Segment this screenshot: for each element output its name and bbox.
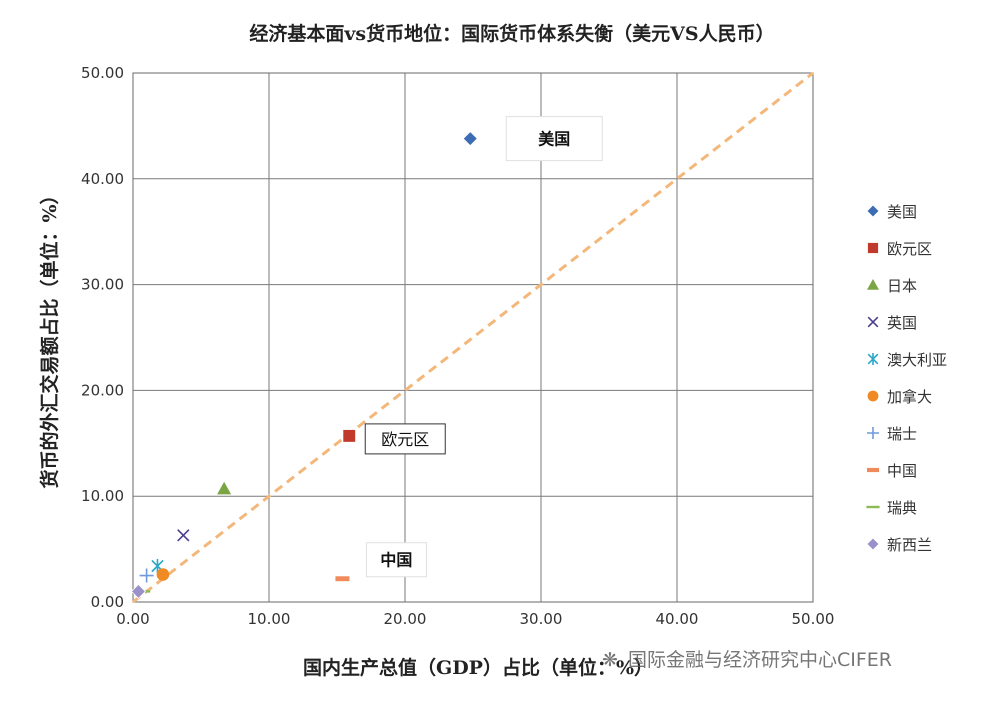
legend-label: 瑞典 bbox=[887, 499, 917, 517]
y-tick-label: 30.00 bbox=[81, 276, 124, 294]
legend-label: 欧元区 bbox=[887, 240, 932, 258]
legend-marker bbox=[866, 204, 880, 218]
legend-label: 瑞士 bbox=[887, 425, 917, 443]
legend-marker bbox=[866, 505, 880, 509]
data-point bbox=[343, 429, 356, 442]
legend-marker bbox=[867, 279, 879, 290]
legend-label: 澳大利亚 bbox=[887, 351, 947, 369]
legend-label: 中国 bbox=[887, 462, 917, 480]
x-tick-label: 30.00 bbox=[520, 610, 563, 628]
data-point bbox=[156, 568, 170, 581]
y-tick-label: 40.00 bbox=[81, 170, 124, 188]
data-point bbox=[217, 481, 232, 495]
watermark: ❋ 国际金融与经济研究中心CIFER bbox=[602, 649, 892, 671]
x-tick-label: 20.00 bbox=[384, 610, 427, 628]
y-tick-label: 50.00 bbox=[81, 64, 124, 82]
x-axis-label: 国内生产总值（GDP）占比（单位：%） bbox=[303, 656, 653, 679]
data-point bbox=[177, 529, 190, 542]
legend-label: 日本 bbox=[887, 277, 917, 295]
y-tick-label: 0.00 bbox=[91, 593, 124, 611]
legend-marker bbox=[867, 353, 879, 365]
data-point bbox=[462, 131, 478, 147]
chart-title: 经济基本面vs货币地位：国际货币体系失衡（美元VS人民币） bbox=[249, 22, 774, 45]
legend-marker bbox=[866, 537, 880, 551]
y-axis-label: 货币的外汇交易额占比（单位：%） bbox=[38, 185, 61, 488]
data-point bbox=[130, 583, 147, 599]
wechat-icon: ❋ bbox=[602, 649, 618, 671]
legend-label: 加拿大 bbox=[887, 388, 932, 406]
x-tick-label: 50.00 bbox=[792, 610, 835, 628]
x-tick-label: 40.00 bbox=[656, 610, 699, 628]
legend-label: 新西兰 bbox=[887, 536, 932, 554]
callout-label: 美国 bbox=[538, 130, 570, 149]
legend-marker bbox=[867, 427, 879, 439]
data-point bbox=[335, 576, 350, 582]
callout-box bbox=[365, 542, 427, 578]
legend-marker bbox=[867, 316, 879, 328]
x-tick-label: 10.00 bbox=[248, 610, 291, 628]
legend-label: 英国 bbox=[887, 314, 917, 332]
plot-frame bbox=[132, 72, 814, 603]
legend-marker bbox=[867, 467, 879, 473]
legend-marker bbox=[867, 390, 879, 402]
callout-label: 欧元区 bbox=[381, 430, 429, 449]
y-tick-label: 20.00 bbox=[81, 381, 124, 399]
reference-line bbox=[132, 71, 814, 604]
y-tick-label: 10.00 bbox=[81, 487, 124, 505]
callout-box bbox=[505, 116, 603, 162]
x-tick-label: 0.00 bbox=[116, 610, 149, 628]
data-point bbox=[139, 568, 154, 583]
legend-label: 美国 bbox=[887, 203, 917, 221]
watermark-text: 国际金融与经济研究中心CIFER bbox=[628, 649, 892, 671]
callout-label: 中国 bbox=[380, 551, 412, 570]
legend-marker bbox=[867, 242, 879, 254]
callout-box bbox=[364, 423, 446, 455]
